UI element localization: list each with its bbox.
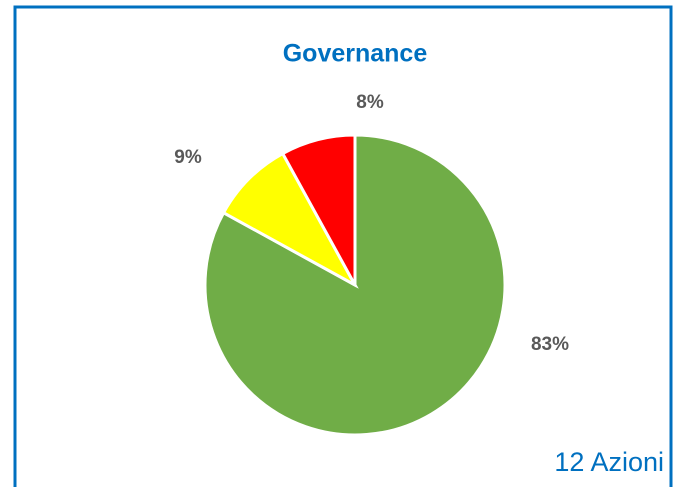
data-label: 83% [531, 334, 569, 355]
pie-slice [221, 151, 359, 289]
chart-title: Governance [283, 40, 428, 68]
data-label: 8% [356, 92, 384, 113]
pie-slice [280, 133, 357, 286]
data-label: 9% [174, 147, 202, 168]
frame [13, 5, 673, 487]
annotation: 12 Azioni [554, 447, 664, 477]
